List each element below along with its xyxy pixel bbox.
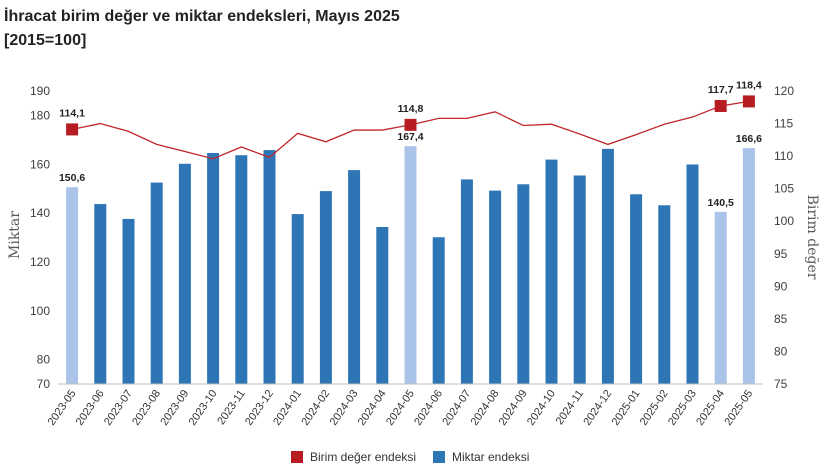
bar	[235, 155, 248, 384]
bar	[178, 163, 191, 384]
bar-data-label: 150,6	[59, 172, 85, 184]
line-data-label: 114,8	[398, 103, 424, 115]
bar	[376, 227, 389, 384]
y-tick-label: 120	[30, 255, 50, 269]
bar	[742, 148, 755, 384]
bar-data-label: 140,5	[708, 197, 734, 209]
legend: Birim değer endeksi Miktar endeksi	[291, 450, 529, 464]
line-data-label: 118,4	[736, 79, 762, 91]
y2-tick-label: 115	[774, 117, 793, 131]
legend-label-birim-deger: Birim değer endeksi	[310, 450, 416, 464]
y2-tick-label: 85	[774, 312, 788, 326]
bar	[460, 179, 473, 384]
y2-tick-label: 80	[774, 344, 788, 358]
x-axis: 2023-052023-062023-072023-082023-092023-…	[46, 383, 763, 428]
bar	[150, 182, 163, 384]
bar	[291, 214, 304, 384]
line-marker	[742, 95, 755, 108]
bar	[66, 187, 79, 384]
y-axis-title-left: Miktar	[7, 211, 23, 259]
bar	[686, 164, 699, 384]
y-tick-label: 70	[37, 377, 51, 391]
legend-label-miktar: Miktar endeksi	[452, 450, 529, 464]
bar	[263, 150, 276, 384]
bar	[601, 148, 614, 384]
x-tick-label: 2023-10	[187, 388, 220, 428]
y-tick-label: 180	[30, 108, 50, 122]
left-axis: 70 80 100 120 140 160 180 190	[30, 84, 50, 391]
line-marker	[66, 123, 79, 136]
y-tick-label: 100	[30, 304, 50, 318]
y2-tick-label: 75	[774, 377, 788, 391]
bar	[573, 175, 586, 384]
chart-subtitle: [2015=100]	[4, 32, 87, 49]
y-tick-label: 80	[37, 353, 51, 367]
y2-tick-label: 105	[774, 182, 794, 196]
y2-tick-label: 95	[774, 247, 788, 261]
line-marker	[714, 99, 727, 112]
bar	[489, 190, 502, 384]
y2-tick-label: 120	[774, 84, 794, 98]
bar	[658, 205, 671, 384]
y-tick-label: 160	[30, 157, 50, 171]
y-tick-label: 190	[30, 84, 50, 98]
bar	[432, 237, 445, 384]
y2-tick-label: 90	[774, 279, 788, 293]
bar-data-label: 166,6	[736, 133, 762, 145]
y2-tick-label: 110	[774, 149, 793, 163]
y2-tick-label: 100	[774, 214, 794, 228]
bar-series	[66, 146, 755, 384]
bar	[517, 184, 530, 384]
bar	[122, 218, 135, 384]
bar	[207, 153, 220, 384]
bar	[714, 211, 727, 384]
bar	[630, 194, 643, 384]
x-tick-label: 2025-05	[722, 388, 755, 428]
line-data-label: 114,1	[59, 107, 85, 119]
line-marker	[404, 118, 417, 131]
legend-swatch-miktar	[433, 451, 445, 463]
legend-swatch-birim-deger	[291, 451, 303, 463]
y-tick-label: 140	[30, 206, 50, 220]
right-axis: 75 80 85 90 95 100 105 110 115 120	[774, 84, 794, 391]
bar	[319, 191, 332, 384]
y-axis-title-right: Birim değer	[804, 195, 820, 280]
bar-data-label: 167,4	[397, 131, 423, 143]
x-tick-label: 2024-10	[525, 388, 558, 428]
bar	[404, 146, 417, 384]
line-data-label: 117,7	[708, 84, 734, 96]
line-series	[66, 95, 755, 160]
data-labels: 150,6 114,1 167,4 114,8 140,5 117,7 166,6 118,4	[59, 79, 762, 208]
bar	[94, 204, 107, 384]
chart-title: İhracat birim değer ve miktar endeksleri…	[4, 8, 400, 25]
bar	[545, 159, 558, 384]
bar	[348, 170, 361, 384]
